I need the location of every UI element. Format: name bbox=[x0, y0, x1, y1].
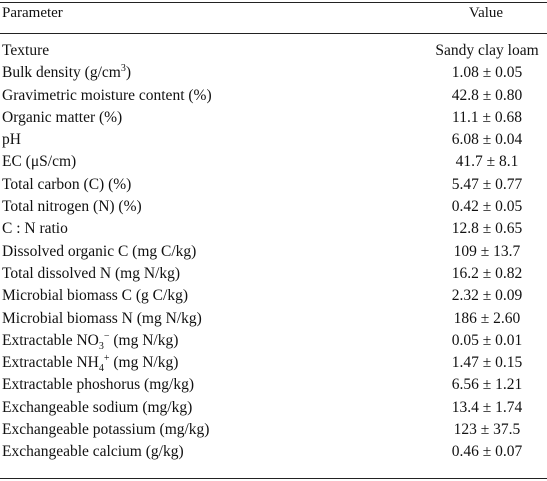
parameter-cell: Organic matter (%) bbox=[2, 108, 123, 126]
header-rule bbox=[0, 33, 547, 34]
value-cell: 2.32 ± 0.09 bbox=[451, 287, 523, 305]
table-row: Extractable phoshorus (mg/kg) 6.56 ± 1.21 bbox=[0, 374, 547, 396]
parameter-cell: Microbial biomass N (mg N/kg) bbox=[2, 309, 202, 327]
parameter-cell: Dissolved organic C (mg C/kg) bbox=[2, 242, 197, 260]
parameter-cell: Total dissolved N (mg N/kg) bbox=[2, 264, 181, 282]
value-cell: 42.8 ± 0.80 bbox=[451, 86, 523, 104]
value-cell: 186 ± 2.60 bbox=[453, 309, 521, 327]
table-row: Microbial biomass C (g C/kg) 2.32 ± 0.09 bbox=[0, 285, 547, 307]
value-cell: 1.47 ± 0.15 bbox=[451, 354, 523, 372]
table-body: Texture Sandy clay loam Bulk density (g/cm… bbox=[0, 40, 547, 464]
value-cell: 0.42 ± 0.05 bbox=[451, 198, 523, 216]
value-cell: 5.47 ± 0.77 bbox=[451, 175, 523, 193]
value-cell: 0.46 ± 0.07 bbox=[451, 443, 523, 461]
value-cell: 0.05 ± 0.01 bbox=[451, 331, 523, 349]
parameter-cell: Exchangeable sodium (mg/kg) bbox=[2, 398, 193, 416]
table-row: Extractable NH4+ (mg N/kg) 1.47 ± 0.15 bbox=[0, 352, 547, 374]
table-row: Total carbon (C) (%) 5.47 ± 0.77 bbox=[0, 174, 547, 196]
value-cell: 16.2 ± 0.82 bbox=[451, 264, 523, 282]
value-cell: 1.08 ± 0.05 bbox=[451, 64, 523, 82]
parameter-cell: Texture bbox=[2, 42, 50, 59]
value-cell: 13.4 ± 1.74 bbox=[451, 398, 523, 416]
table-row: EC (μS/cm) 41.7 ± 8.1 bbox=[0, 151, 547, 173]
table-row: Gravimetric moisture content (%) 42.8 ± 0… bbox=[0, 85, 547, 107]
parameter-column-header: Parameter bbox=[2, 5, 63, 21]
value-cell: 6.08 ± 0.04 bbox=[451, 131, 523, 149]
table-header: Parameter Value bbox=[0, 5, 547, 29]
value-cell: 41.7 ± 8.1 bbox=[455, 153, 519, 171]
table-row: Extractable NO3− (mg N/kg) 0.05 ± 0.01 bbox=[0, 330, 547, 352]
parameter-cell: Total carbon (C) (%) bbox=[2, 175, 132, 193]
bottom-rule bbox=[0, 478, 547, 479]
parameter-cell: Extractable NO3− (mg N/kg) bbox=[2, 330, 179, 352]
table-row: pH 6.08 ± 0.04 bbox=[0, 129, 547, 151]
value-column-header: Value bbox=[468, 5, 504, 21]
table-row: Dissolved organic C (mg C/kg) 109 ± 13.7 bbox=[0, 241, 547, 263]
parameter-cell: Exchangeable calcium (g/kg) bbox=[2, 443, 184, 461]
table-row: Exchangeable calcium (g/kg) 0.46 ± 0.07 bbox=[0, 441, 547, 463]
table-row: Total nitrogen (N) (%) 0.42 ± 0.05 bbox=[0, 196, 547, 218]
table-row: Bulk density (g/cm3) 1.08 ± 0.05 bbox=[0, 62, 547, 84]
parameter-cell: pH bbox=[2, 131, 21, 149]
parameter-cell: Bulk density (g/cm3) bbox=[2, 63, 131, 82]
value-cell: 11.1 ± 0.68 bbox=[452, 108, 522, 126]
value-cell: 123 ± 37.5 bbox=[453, 421, 521, 439]
parameter-cell: C : N ratio bbox=[2, 220, 68, 238]
table-row: Texture Sandy clay loam bbox=[0, 40, 547, 62]
parameter-cell: Total nitrogen (N) (%) bbox=[2, 198, 142, 216]
table-row: Microbial biomass N (mg N/kg) 186 ± 2.60 bbox=[0, 308, 547, 330]
parameter-cell: EC (μS/cm) bbox=[2, 153, 77, 171]
top-rule bbox=[0, 2, 547, 3]
parameter-cell: Extractable NH4+ (mg N/kg) bbox=[2, 353, 179, 375]
value-cell: 109 ± 13.7 bbox=[453, 242, 521, 260]
table-row: Exchangeable potassium (mg/kg) 123 ± 37.5 bbox=[0, 419, 547, 441]
table-row: Organic matter (%) 11.1 ± 0.68 bbox=[0, 107, 547, 129]
table-row: Total dissolved N (mg N/kg) 16.2 ± 0.82 bbox=[0, 263, 547, 285]
value-cell: 12.8 ± 0.65 bbox=[451, 220, 523, 238]
table-row: C : N ratio 12.8 ± 0.65 bbox=[0, 218, 547, 240]
parameter-cell: Exchangeable potassium (mg/kg) bbox=[2, 421, 210, 439]
parameter-cell: Gravimetric moisture content (%) bbox=[2, 86, 212, 104]
value-cell: 6.56 ± 1.21 bbox=[451, 376, 523, 394]
value-cell: Sandy clay loam bbox=[435, 42, 539, 59]
table-row: Exchangeable sodium (mg/kg) 13.4 ± 1.74 bbox=[0, 397, 547, 419]
parameter-cell: Microbial biomass C (g C/kg) bbox=[2, 287, 188, 305]
parameter-cell: Extractable phoshorus (mg/kg) bbox=[2, 376, 194, 394]
